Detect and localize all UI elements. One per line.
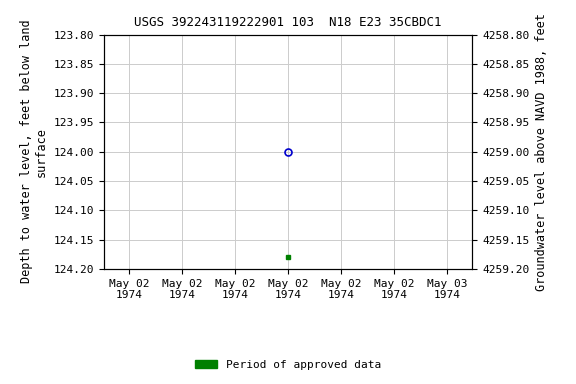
Y-axis label: Depth to water level, feet below land
surface: Depth to water level, feet below land su…: [20, 20, 48, 283]
Legend: Period of approved data: Period of approved data: [191, 356, 385, 375]
Y-axis label: Groundwater level above NAVD 1988, feet: Groundwater level above NAVD 1988, feet: [535, 13, 548, 291]
Title: USGS 392243119222901 103  N18 E23 35CBDC1: USGS 392243119222901 103 N18 E23 35CBDC1: [134, 16, 442, 29]
